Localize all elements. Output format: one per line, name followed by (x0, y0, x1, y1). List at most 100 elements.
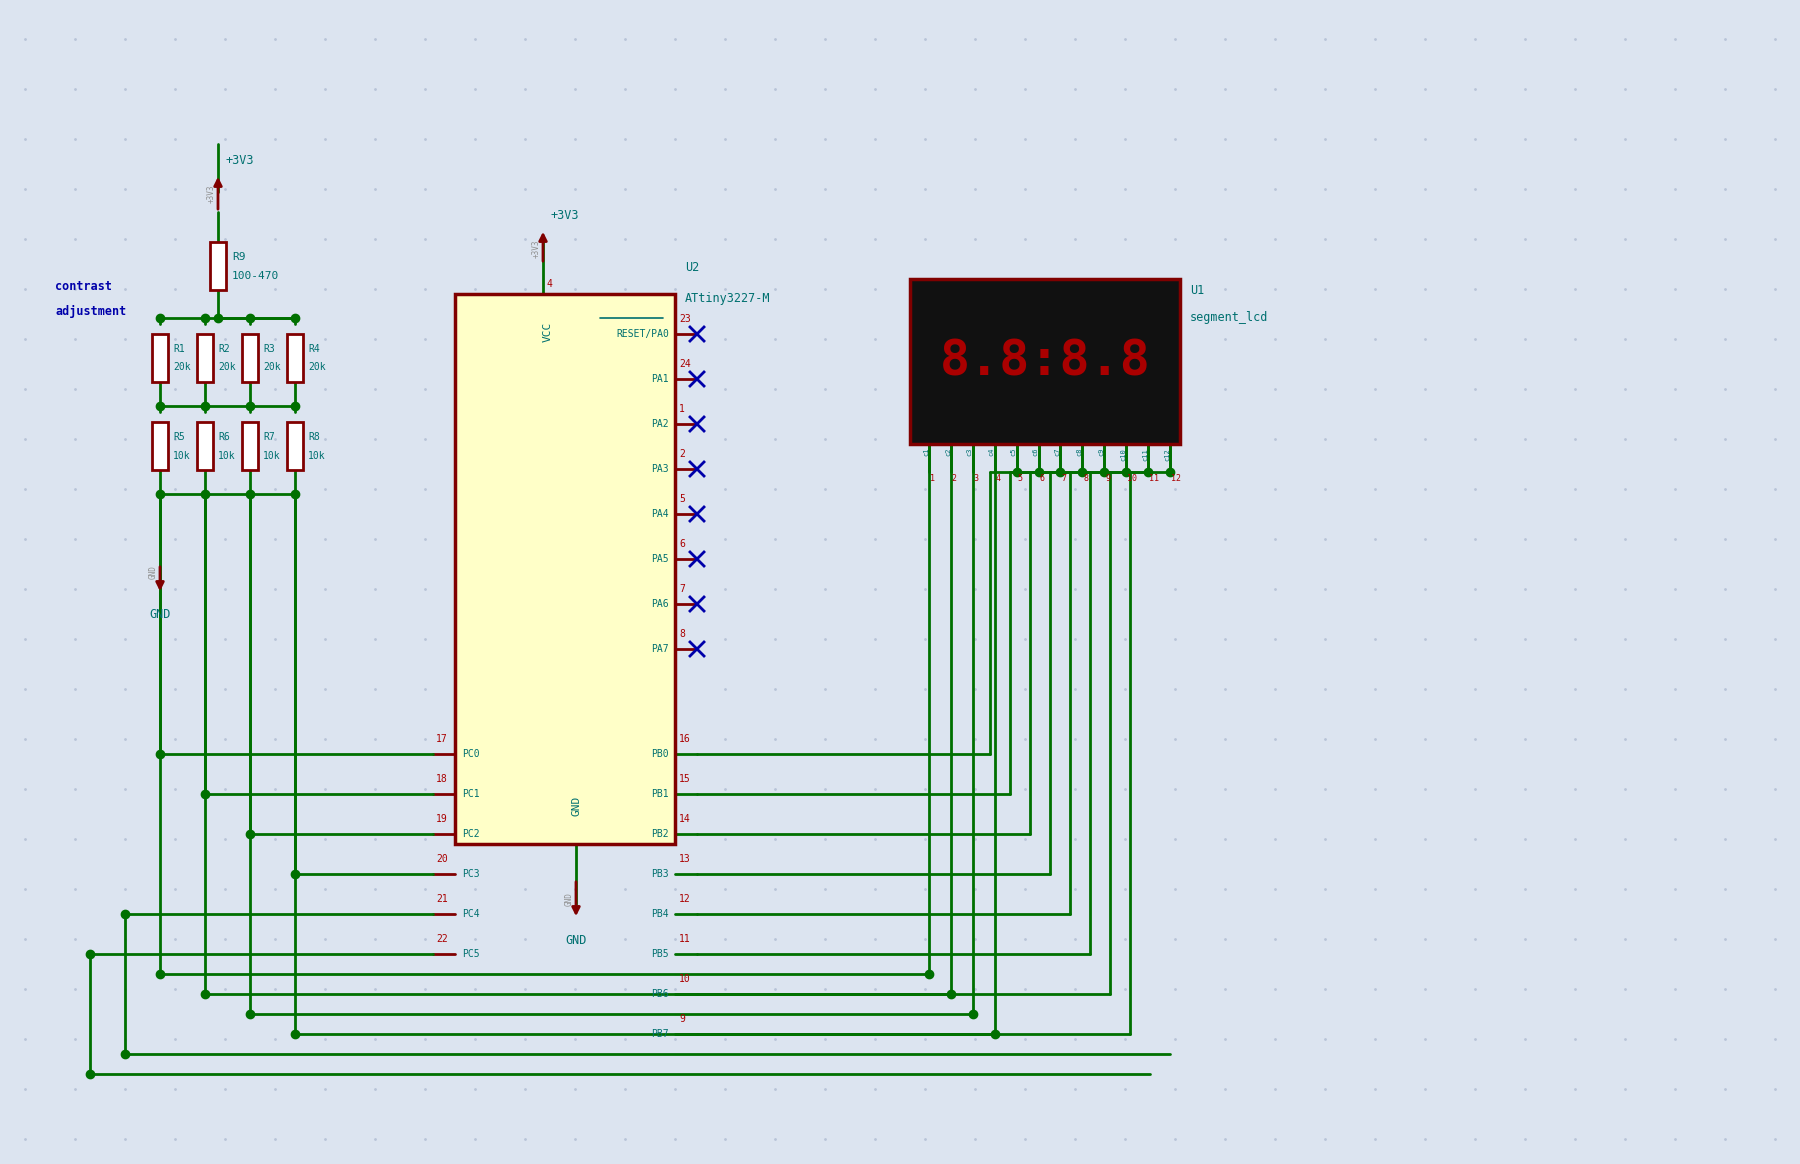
Text: c4: c4 (988, 448, 995, 456)
Text: PB3: PB3 (652, 870, 670, 879)
Text: 5: 5 (679, 494, 684, 504)
Bar (286, 334, 302, 382)
Text: PC2: PC2 (463, 829, 479, 839)
Text: 2: 2 (679, 449, 684, 459)
Text: c10: c10 (1120, 448, 1127, 461)
Text: adjustment: adjustment (56, 305, 126, 319)
Text: 17: 17 (436, 734, 448, 744)
Text: R3: R3 (263, 345, 275, 354)
Text: +3V3: +3V3 (225, 154, 254, 166)
Text: 1: 1 (679, 404, 684, 414)
Text: PA1: PA1 (652, 374, 670, 384)
Text: 10k: 10k (218, 450, 236, 461)
Text: 13: 13 (679, 854, 691, 864)
Text: c12: c12 (1165, 448, 1170, 461)
Text: c6: c6 (1033, 448, 1039, 456)
Text: VCC: VCC (542, 322, 553, 342)
Text: PA3: PA3 (652, 464, 670, 474)
Bar (241, 334, 257, 382)
Text: 2: 2 (952, 474, 958, 483)
Text: PB1: PB1 (652, 789, 670, 799)
Text: RESET/PA0: RESET/PA0 (616, 329, 670, 339)
Text: PB6: PB6 (652, 989, 670, 999)
Bar (196, 334, 212, 382)
Text: PC5: PC5 (463, 949, 479, 959)
Text: GND: GND (565, 934, 587, 947)
Text: 6: 6 (1040, 474, 1044, 483)
Text: 12: 12 (679, 894, 691, 904)
Text: +3V3: +3V3 (531, 240, 540, 258)
Text: ATtiny3227-M: ATtiny3227-M (686, 292, 770, 305)
Text: 20k: 20k (263, 362, 281, 372)
Text: PB0: PB0 (652, 748, 670, 759)
Text: 8: 8 (1084, 474, 1089, 483)
Text: 8.8:8.8: 8.8:8.8 (940, 338, 1150, 385)
Text: 8: 8 (679, 629, 684, 639)
Text: 20k: 20k (173, 362, 191, 372)
Text: 10: 10 (679, 974, 691, 984)
Text: GND: GND (149, 565, 158, 579)
Text: c5: c5 (1010, 448, 1017, 456)
Text: 5: 5 (1017, 474, 1022, 483)
Text: 10k: 10k (173, 450, 191, 461)
Text: 4: 4 (545, 279, 553, 289)
Text: PC3: PC3 (463, 870, 479, 879)
Text: c7: c7 (1055, 448, 1060, 456)
Bar (151, 423, 167, 470)
Text: 6: 6 (679, 539, 684, 549)
Text: R6: R6 (218, 432, 230, 442)
Bar (196, 423, 212, 470)
Text: PB2: PB2 (652, 829, 670, 839)
Bar (455, 294, 675, 844)
Text: 7: 7 (679, 584, 684, 594)
Text: 9: 9 (679, 1014, 684, 1024)
Text: R7: R7 (263, 432, 275, 442)
Text: c9: c9 (1098, 448, 1103, 456)
Text: 20k: 20k (218, 362, 236, 372)
Text: 11: 11 (1148, 474, 1159, 483)
Bar (911, 279, 1181, 443)
Text: 16: 16 (679, 734, 691, 744)
Text: c2: c2 (945, 448, 950, 456)
Text: PA4: PA4 (652, 509, 670, 519)
Text: GND: GND (149, 608, 171, 622)
Text: 20: 20 (436, 854, 448, 864)
Text: U1: U1 (1190, 284, 1204, 297)
Text: PA7: PA7 (652, 644, 670, 654)
Text: R9: R9 (232, 251, 245, 262)
Text: segment_lcd: segment_lcd (1190, 311, 1269, 324)
Text: PB7: PB7 (652, 1029, 670, 1039)
Text: 15: 15 (679, 774, 691, 785)
Text: c3: c3 (967, 448, 972, 456)
Text: 100-470: 100-470 (232, 271, 279, 281)
Text: PA5: PA5 (652, 554, 670, 565)
Text: 10k: 10k (308, 450, 326, 461)
Text: 11: 11 (679, 934, 691, 944)
Text: 3: 3 (974, 474, 979, 483)
Text: c8: c8 (1076, 448, 1082, 456)
Text: U2: U2 (686, 261, 698, 274)
Text: R4: R4 (308, 345, 320, 354)
Text: 23: 23 (679, 314, 691, 324)
Text: 21: 21 (436, 894, 448, 904)
Text: PC4: PC4 (463, 909, 479, 920)
Bar (211, 242, 227, 290)
Text: PC0: PC0 (463, 748, 479, 759)
Bar (286, 423, 302, 470)
Text: 7: 7 (1062, 474, 1066, 483)
Text: contrast: contrast (56, 279, 112, 292)
Text: 22: 22 (436, 934, 448, 944)
Text: 10k: 10k (263, 450, 281, 461)
Text: 14: 14 (679, 814, 691, 824)
Text: c11: c11 (1141, 448, 1148, 461)
Text: c1: c1 (923, 448, 929, 456)
Text: PA2: PA2 (652, 419, 670, 430)
Text: R8: R8 (308, 432, 320, 442)
Text: PB5: PB5 (652, 949, 670, 959)
Text: 19: 19 (436, 814, 448, 824)
Text: GND: GND (571, 796, 581, 816)
Text: 20k: 20k (308, 362, 326, 372)
Text: R1: R1 (173, 345, 185, 354)
Bar (241, 423, 257, 470)
Text: 9: 9 (1105, 474, 1111, 483)
